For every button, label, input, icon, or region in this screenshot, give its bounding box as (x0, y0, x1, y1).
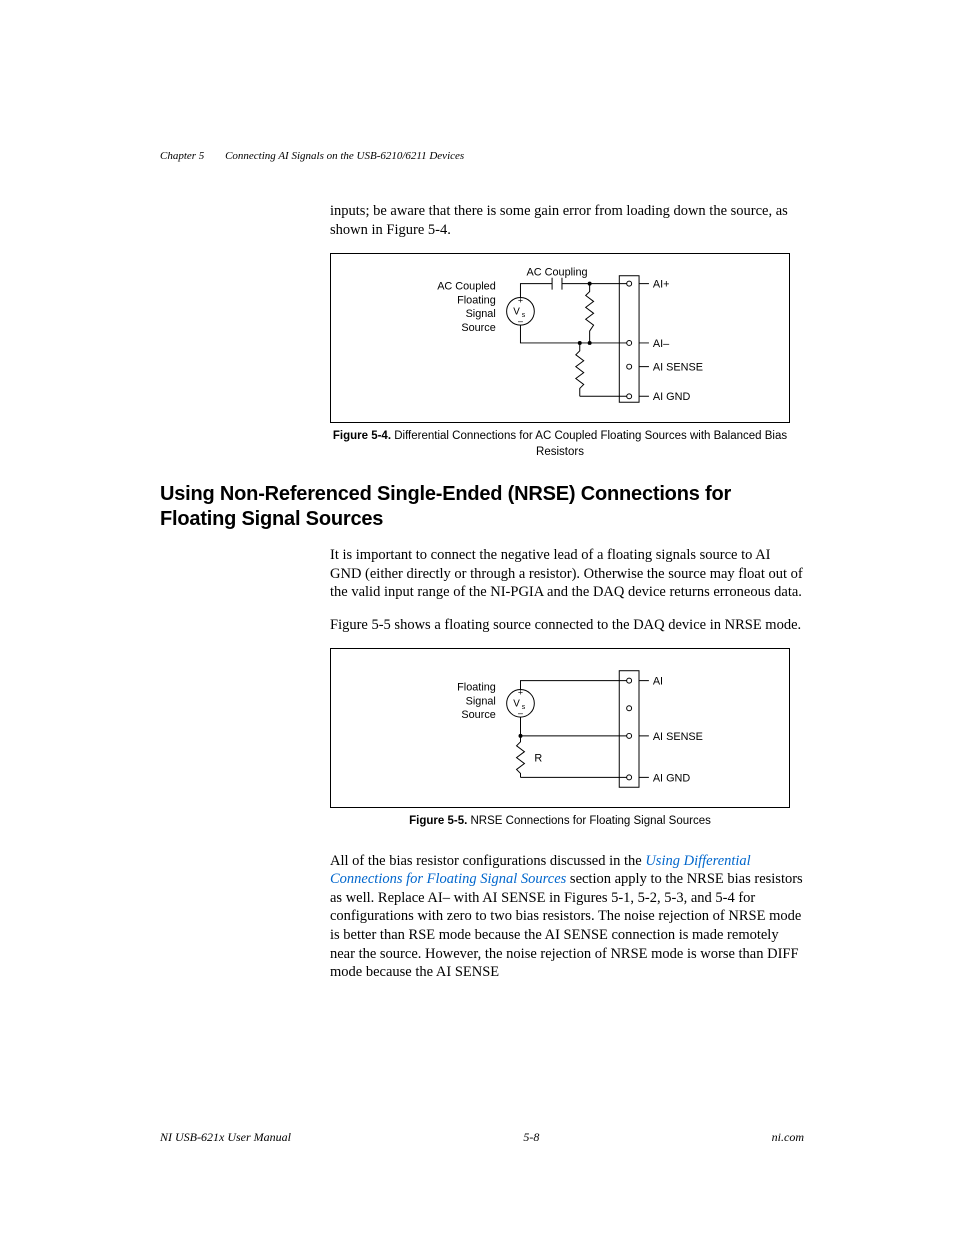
figure-5-4: AC Coupled Floating Signal Source AC Cou… (330, 253, 790, 423)
fig55-term-blank (627, 706, 632, 711)
intro-paragraph: inputs; be aware that there is some gain… (330, 202, 804, 239)
figure-5-5-caption: Figure 5-5. NRSE Connections for Floatin… (330, 814, 790, 830)
fig55-src-line1: Floating (457, 682, 496, 694)
chapter-title: Connecting AI Signals on the USB-6210/62… (225, 150, 464, 162)
fig55-caption-rest: NRSE Connections for Floating Signal Sou… (467, 815, 711, 827)
fig54-label-ticks (639, 284, 649, 397)
fig54-src-line4: Source (461, 322, 495, 334)
fig54-src-line1: AC Coupled (437, 281, 496, 293)
fig54-term-ai-gnd (627, 394, 632, 399)
fig55-resistor-icon (517, 736, 525, 777)
chapter-number: Chapter 5 (160, 150, 204, 162)
fig54-ai-sense-label: AI SENSE (653, 362, 703, 374)
intro-paragraph-block: inputs; be aware that there is some gain… (330, 202, 804, 239)
fig54-term-ai-plus (627, 281, 632, 286)
fig54-daq-rect (619, 276, 639, 402)
fig55-ai-gnd-label: AI GND (653, 773, 691, 785)
fig55-src-line2: Signal (466, 696, 496, 708)
footer-left: NI USB-621x User Manual (160, 1130, 291, 1145)
fig54-capacitor-icon (552, 278, 562, 290)
closing-post: section apply to the NRSE bias resistors… (330, 871, 803, 980)
fig54-resistor-bottom-icon (576, 343, 584, 396)
fig54-src-line2: Floating (457, 295, 496, 307)
fig54-resistor-top-icon (586, 284, 594, 343)
figure-5-5: Floating Signal Source + V s – (330, 648, 790, 808)
footer-center: 5-8 (523, 1130, 539, 1145)
fig54-ai-gnd-label: AI GND (653, 391, 691, 403)
fig54-ac-coupling-label: AC Coupling (527, 267, 588, 279)
fig55-term-sense (627, 734, 632, 739)
fig54-src-line3: Signal (466, 308, 496, 320)
fig54-caption-bold: Figure 5-4. (333, 430, 391, 442)
fig55-src-line3: Source (461, 709, 495, 721)
section-heading: Using Non-Referenced Single-Ended (NRSE)… (160, 482, 804, 532)
fig54-wire-top-left (520, 284, 552, 298)
closing-block: All of the bias resistor configurations … (330, 852, 804, 982)
fig55-r-label: R (534, 753, 542, 765)
fig54-ai-minus-label: AI– (653, 338, 670, 350)
fig55-caption-bold: Figure 5-5. (409, 815, 467, 827)
fig54-node-mid-right (588, 341, 592, 345)
fig55-ai-label: AI (653, 676, 663, 688)
body-after-heading: It is important to connect the negative … (330, 546, 804, 634)
figure-5-4-svg: AC Coupled Floating Signal Source AC Cou… (331, 254, 789, 422)
footer-right: ni.com (772, 1130, 804, 1145)
fig55-wire-top (521, 681, 630, 690)
fig55-label-ticks (639, 681, 649, 778)
fig54-wire-mid (520, 325, 629, 343)
fig54-term-ai-sense (627, 364, 632, 369)
fig55-wire-sense (521, 717, 630, 736)
fig54-caption-rest: Differential Connections for AC Coupled … (391, 430, 787, 458)
fig55-term-gnd (627, 775, 632, 780)
figure-5-4-caption: Figure 5-4. Differential Connections for… (330, 429, 790, 460)
fig55-ai-sense-label: AI SENSE (653, 731, 703, 743)
fig54-ai-plus-label: AI+ (653, 279, 670, 291)
running-header: Chapter 5 Connecting AI Signals on the U… (160, 150, 804, 162)
para-after-heading: It is important to connect the negative … (330, 546, 804, 602)
fig54-vs-minus: – (518, 316, 523, 326)
para-fig55-intro: Figure 5-5 shows a floating source conne… (330, 616, 804, 635)
closing-paragraph: All of the bias resistor configurations … (330, 852, 804, 982)
fig54-term-ai-minus (627, 341, 632, 346)
page-footer: NI USB-621x User Manual 5-8 ni.com (160, 1130, 804, 1145)
fig55-vs-minus: – (518, 708, 523, 718)
figure-5-5-svg: Floating Signal Source + V s – (331, 649, 789, 807)
fig55-term-ai (627, 678, 632, 683)
closing-pre: All of the bias resistor configurations … (330, 853, 645, 869)
fig55-daq-rect (619, 671, 639, 788)
